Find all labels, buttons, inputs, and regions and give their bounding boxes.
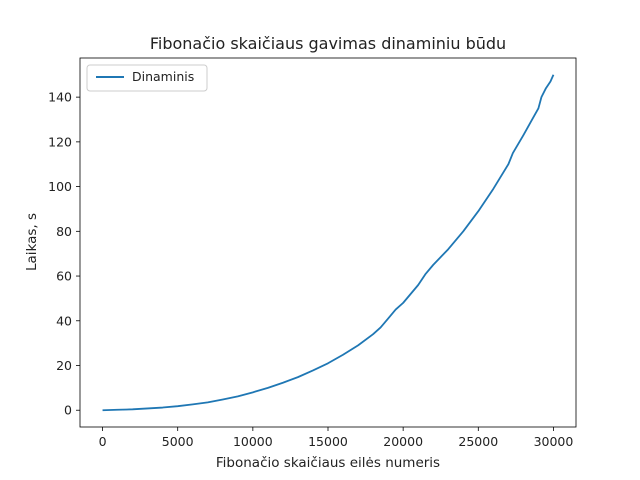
series-line-dinaminis bbox=[102, 74, 555, 412]
x-tick-label: 10000 bbox=[233, 434, 273, 449]
x-axis-label: Fibonačio skaičiaus eilės numeris bbox=[216, 455, 440, 471]
y-tick-label: 80 bbox=[56, 224, 72, 239]
x-tick-label: 0 bbox=[99, 434, 107, 449]
x-axis-ticks: 0 5000 10000 15000 20000 25000 30000 bbox=[99, 427, 574, 449]
y-tick-label: 0 bbox=[64, 403, 72, 418]
chart-title: Fibonačio skaičiaus gavimas dinaminiu bū… bbox=[150, 34, 506, 53]
y-axis-label: Laikas, s bbox=[24, 213, 40, 271]
x-tick-label: 15000 bbox=[308, 434, 348, 449]
y-tick-label: 100 bbox=[48, 179, 72, 194]
plot-area-frame bbox=[79, 57, 577, 428]
y-tick-label: 40 bbox=[56, 313, 72, 328]
legend-box bbox=[86, 64, 208, 92]
y-tick-label: 20 bbox=[56, 358, 72, 373]
x-tick-label: 5000 bbox=[162, 434, 194, 449]
legend: Dinaminis bbox=[86, 64, 208, 92]
y-tick-label: 140 bbox=[48, 90, 72, 105]
series-layer bbox=[102, 74, 555, 412]
y-tick-label: 120 bbox=[48, 134, 72, 149]
x-tick-label: 20000 bbox=[383, 434, 423, 449]
x-tick-label: 25000 bbox=[458, 434, 498, 449]
y-axis-ticks: 0 20 40 60 80 100 120 140 bbox=[48, 90, 80, 418]
legend-label-dinaminis: Dinaminis bbox=[132, 69, 194, 84]
x-tick-label: 30000 bbox=[534, 434, 574, 449]
y-tick-label: 60 bbox=[56, 269, 72, 284]
